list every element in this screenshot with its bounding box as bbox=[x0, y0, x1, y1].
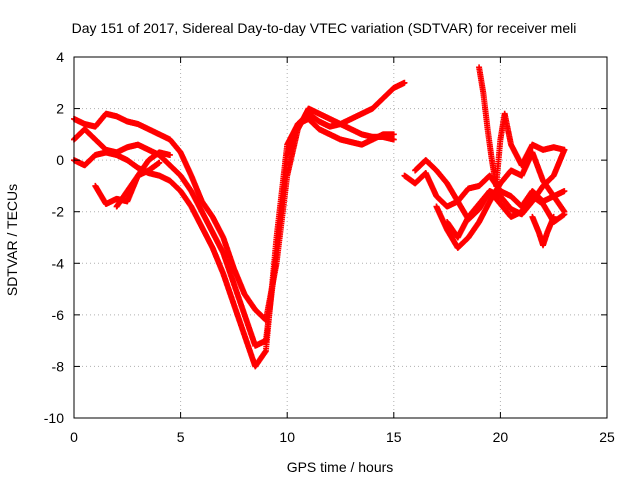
x-axis-label: GPS time / hours bbox=[287, 459, 394, 475]
x-tick-label: 0 bbox=[70, 429, 78, 445]
series-track-11 bbox=[529, 213, 557, 249]
data-point-marker bbox=[390, 136, 397, 143]
y-axis-label: SDTVAR / TECUs bbox=[4, 184, 20, 296]
data-point-marker bbox=[166, 151, 173, 158]
data-point-marker bbox=[550, 213, 557, 220]
x-tick-label: 15 bbox=[386, 429, 402, 445]
y-tick-label: 0 bbox=[56, 152, 64, 168]
data-point-marker bbox=[561, 146, 568, 153]
series-track-9 bbox=[444, 146, 568, 241]
x-tick-label: 25 bbox=[599, 429, 615, 445]
plot-frame bbox=[73, 56, 608, 419]
series-track-10 bbox=[476, 64, 568, 189]
data-layer bbox=[71, 64, 568, 370]
y-tick-label: 2 bbox=[56, 101, 64, 117]
y-tick-label: -8 bbox=[52, 358, 65, 374]
data-point-marker bbox=[561, 188, 568, 195]
x-tick-label: 5 bbox=[177, 429, 185, 445]
data-point-marker bbox=[401, 79, 408, 86]
data-point-marker bbox=[156, 159, 163, 166]
series-track-5 bbox=[113, 149, 173, 210]
y-tick-label: 4 bbox=[56, 49, 64, 65]
y-tick-label: -6 bbox=[52, 307, 65, 323]
x-tick-label: 20 bbox=[493, 429, 509, 445]
y-tick-label: -4 bbox=[52, 255, 65, 271]
y-tick-label: -2 bbox=[52, 204, 65, 220]
data-point-marker bbox=[390, 131, 397, 138]
chart-title: Day 151 of 2017, Sidereal Day-to-day VTE… bbox=[72, 20, 577, 36]
x-tick-label: 10 bbox=[279, 429, 295, 445]
data-point-marker bbox=[561, 208, 568, 215]
series-track-1 bbox=[71, 105, 397, 324]
tick-layer: 0 5 10 15 20 25 -10 -8 -6 -4 -2 0 2 4 bbox=[44, 49, 615, 445]
y-tick-label: -10 bbox=[44, 410, 64, 426]
